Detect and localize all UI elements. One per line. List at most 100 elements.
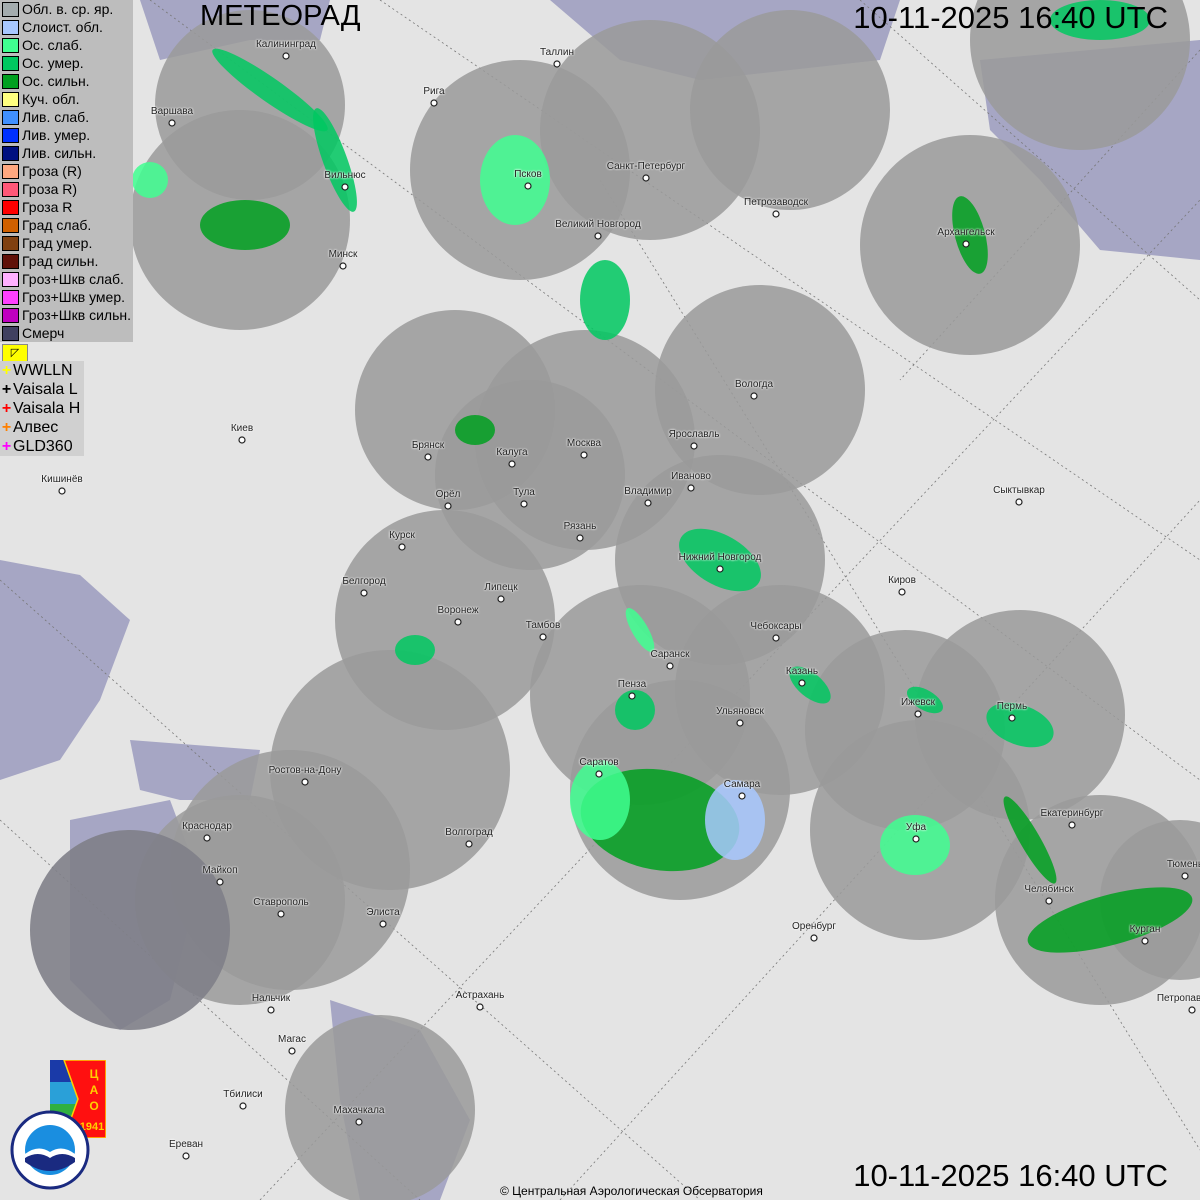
lightning-network-item[interactable]: + GLD360 [0,437,84,456]
city-label: Ставрополь [253,897,309,908]
city-dot [1181,872,1189,880]
city-dot [553,60,561,68]
radar-coverage [30,0,1200,1200]
legend-item: Град слаб. [0,216,133,234]
city-label: Оренбург [791,921,837,932]
legend: Обл. в. ср. яр. Слоист. обл. Ос. слаб. Ос. … [0,0,133,342]
city-dot [301,778,309,786]
city-label: Калуга [496,447,528,458]
legend-label: Смерч [22,325,65,341]
legend-label: Гроз+Шкв слаб. [22,271,124,287]
city-label: Самара [723,779,761,790]
city-dot [914,710,922,718]
city-label: Киров [888,575,916,586]
city-dot [576,534,584,542]
legend-item: Гроза R [0,198,133,216]
city-dot [738,792,746,800]
precipitation-echo [580,260,630,340]
city-label: Владимир [624,486,672,497]
city-dot [810,934,818,942]
city-label: Липецк [484,582,518,593]
city-label: Санкт-Петербург [606,161,686,172]
arrow-up-left-icon: ◸ [10,347,20,359]
legend-swatch [2,145,19,161]
legend-item: Ос. слаб. [0,36,133,54]
city-dot [736,719,744,727]
city-dot [182,1152,190,1160]
city-label: Архангельск [937,227,995,238]
city-label: Ижевск [900,697,936,708]
legend-swatch [2,1,19,17]
city-dot [476,1003,484,1011]
city-label: Орёл [435,489,461,500]
city-markers [58,52,1196,1160]
legend-item: Град умер. [0,234,133,252]
city-label: Махачкала [333,1105,385,1116]
legend-label: Гроза R [22,199,73,215]
city-dot [238,436,246,444]
lightning-network-item[interactable]: + Vaisala L [0,380,84,399]
lightning-cross-icon: + [1,437,12,455]
lightning-cross-icon: + [1,380,12,398]
legend-swatch [2,73,19,89]
precipitation-echo [200,200,290,250]
city-dot [444,502,452,510]
timestamp-bottom: 10-11-2025 16:40 UTC [853,1158,1168,1193]
legend-label: Гроза R) [22,181,78,197]
lightning-cross-icon: + [1,399,12,417]
precipitation-echo [1003,796,1057,884]
svg-text:О: О [89,1099,98,1113]
city-dot [666,662,674,670]
city-label: Тамбов [525,620,561,631]
city-label: Минск [328,249,358,260]
legend-swatch [2,181,19,197]
city-dot [912,835,920,843]
lightning-network-item[interactable]: + Алвес [0,418,84,437]
city-label: Курган [1129,924,1161,935]
city-dot [398,543,406,551]
lightning-toggle-button[interactable]: ◸ [2,344,28,362]
network-label: WWLLN [13,361,73,379]
legend-swatch [2,325,19,341]
page-title: МЕТЕОРАД [200,0,361,32]
precipitation-echo [625,607,655,653]
legend-label: Лив. умер. [22,127,91,143]
network-label: Vaisala H [13,399,81,417]
city-label: Ереван [168,1139,204,1150]
legend-swatch [2,109,19,125]
precipitation-echoes [132,0,1193,953]
legend-label: Лив. сильн. [22,145,97,161]
city-dot [1015,498,1023,506]
city-dot [430,99,438,107]
city-dot [360,589,368,597]
legend-label: Ос. слаб. [22,37,83,53]
network-label: Алвес [13,418,59,436]
lightning-network-item[interactable]: + Vaisala H [0,399,84,418]
legend-item: Обл. в. ср. яр. [0,0,133,18]
radar-coverage-circle [285,1015,475,1200]
city-dot [216,878,224,886]
legend-swatch [2,55,19,71]
city-dot [355,1118,363,1126]
precipitation-echo [455,415,495,445]
city-dot [539,633,547,641]
city-dot [690,442,698,450]
city-label: Нижний Новгород [678,552,762,563]
city-label: Уфа [905,822,927,833]
legend-item: Лив. сильн. [0,144,133,162]
city-dot [798,679,806,687]
svg-text:Ц: Ц [90,1067,99,1081]
precipitation-echo [615,690,655,730]
city-label: Москва [566,438,602,449]
legend-label: Град слаб. [22,217,92,233]
legend-swatch [2,163,19,179]
city-label: Петропавловск [1156,993,1200,1004]
legend-item: Слоист. обл. [0,18,133,36]
legend-item: Гроза R) [0,180,133,198]
legend-label: Ос. умер. [22,55,84,71]
grid-line [859,0,1200,301]
lightning-network-item[interactable]: + WWLLN [0,361,84,380]
city-dot [772,634,780,642]
legend-swatch [2,253,19,269]
